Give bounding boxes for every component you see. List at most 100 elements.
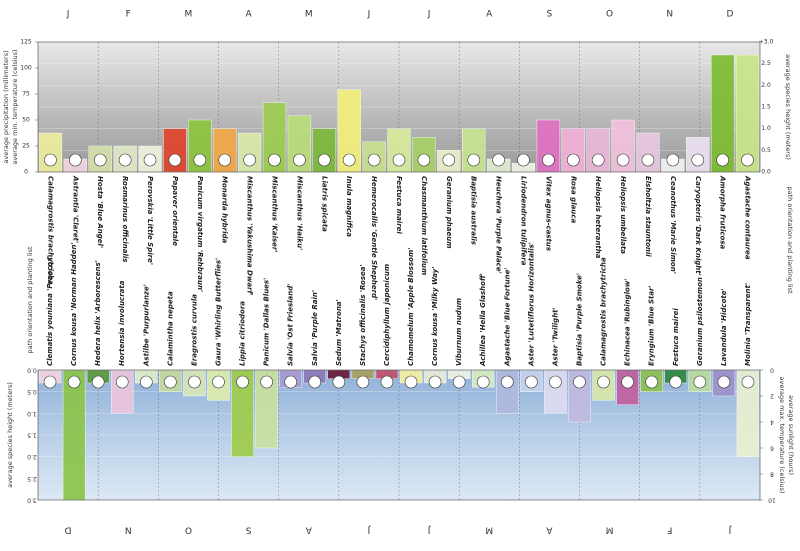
month-label: N — [666, 10, 673, 20]
month-label: A — [486, 10, 493, 20]
month-label: A — [245, 10, 252, 20]
species-name: Monarda hybrida — [221, 176, 229, 244]
species-name: Salvia 'Ost Friesland' — [287, 284, 295, 366]
y2-tick-label: 25 — [22, 143, 30, 150]
y2-tick-label: 50 — [22, 117, 30, 124]
height-tick-label: 0.0 — [27, 367, 37, 374]
species-icon — [236, 375, 249, 389]
species-name: Eragrostis curvula — [190, 294, 198, 366]
species-icon — [392, 153, 406, 167]
species-icon — [43, 375, 57, 389]
species-icon — [260, 375, 273, 389]
species-icon — [67, 375, 81, 389]
height-tick-label: 0.5 — [27, 388, 37, 395]
species-icon — [140, 375, 153, 389]
y2-tick-label: 10 — [768, 497, 776, 504]
species-icon — [44, 153, 57, 167]
y2-tick-label: 0 — [770, 367, 774, 374]
height-tick-label: +3.0 — [759, 39, 774, 46]
species-icon — [452, 375, 466, 389]
species-icon — [597, 375, 610, 389]
species-icon — [741, 375, 755, 389]
y2-tick-label: 6 — [770, 445, 774, 452]
species-name: Ceanothus 'Marie Simon' — [669, 176, 677, 274]
species-icon — [293, 153, 306, 167]
species-icon — [356, 375, 370, 389]
species-name: Liriodendron tulipifera — [519, 176, 527, 266]
species-name: Amorpha fruticosa — [719, 175, 727, 249]
species-icon — [93, 153, 107, 167]
y2-tick-label: 0 — [24, 169, 28, 176]
y2-tick-label: 8 — [770, 471, 774, 478]
month-label: O — [185, 525, 192, 535]
species-name: Viburnum nudum — [455, 298, 463, 366]
species-name: Cornus kousa 'Norman Hadden' — [70, 242, 78, 366]
species-name: Achillea 'Hella Glashoff' — [479, 273, 487, 367]
species-name: Inula magnifica — [345, 176, 353, 237]
species-icon — [691, 153, 705, 167]
species-icon — [621, 375, 634, 389]
species-name: Cercidiphyllum japonicum — [383, 264, 391, 366]
month-label: J — [427, 10, 431, 20]
y2-axis-label: average max. temperature (celsius) — [778, 376, 786, 493]
species-icon — [566, 153, 580, 167]
species-name: Sedum 'Matrona' — [335, 299, 343, 366]
month-label: F — [667, 525, 672, 535]
species-icon — [193, 153, 207, 167]
month-label: M — [485, 525, 493, 535]
month-label: J — [729, 525, 733, 535]
height-tick-label: 2.0 — [27, 453, 37, 460]
height-tick-label: 2.0 — [761, 82, 771, 89]
month-label: J — [367, 10, 371, 20]
species-icon — [243, 153, 256, 167]
species-name: Baptisia 'Purple Smoke' — [576, 273, 584, 366]
species-name: Astrantia 'Claret' — [71, 175, 79, 243]
height-tick-label: 1.5 — [761, 104, 771, 111]
species-name: Caryopteris 'Dark Knight' — [694, 176, 702, 276]
species-name: Calamintha nepeta — [166, 291, 174, 366]
species-icon — [517, 153, 530, 167]
height-tick-label: 2.5 — [27, 475, 37, 482]
species-icon — [168, 153, 182, 167]
species-icon — [404, 375, 418, 389]
species-name: Calamagrostis brachytricha — [46, 176, 54, 285]
species-icon — [669, 375, 683, 389]
y2-axis-label: average precipitation (millimeters) — [2, 50, 10, 163]
species-name: Gaura 'Whirling Butterflies' — [215, 258, 223, 366]
species-icon — [693, 375, 707, 389]
height-tick-label: 1.5 — [27, 432, 37, 439]
species-name: Aster 'Twilight' — [551, 307, 559, 367]
y2-tick-label: 75 — [22, 91, 30, 98]
species-icon — [164, 375, 177, 389]
month-label: M — [606, 525, 614, 535]
month-label: S — [245, 525, 251, 535]
height-axis-label: average species height (meters) — [6, 382, 14, 488]
species-name: Rosa glauca — [569, 176, 577, 223]
month-label: A — [305, 525, 312, 535]
species-name: Agastache contaurea — [744, 175, 752, 260]
species-name: Liatris spicata — [320, 176, 328, 232]
species-name: Molinia 'Transparent' — [744, 283, 752, 366]
panel-frame — [37, 369, 761, 501]
species-name: Agastache 'Blue Fortune' — [503, 268, 511, 367]
height-tick-label: 2.5 — [761, 60, 771, 67]
species-name: Heuchera 'Purple Palace' — [495, 176, 503, 274]
panel-frame — [37, 41, 761, 173]
species-name: Clematis youniana 'Praecox' — [46, 255, 54, 366]
species-name: Festuca mairei — [672, 308, 680, 366]
species-icon — [268, 153, 281, 167]
month-label: J — [66, 10, 70, 20]
month-label: M — [305, 10, 313, 20]
month-label: J — [368, 525, 372, 535]
species-name: Chasmanthium latifolium — [420, 176, 428, 275]
species-name: Hemerocallis 'Gentle Shepherd' — [370, 176, 378, 300]
species-name: Aster 'Lutetiflorus Horizontalis' — [527, 242, 535, 367]
species-icon — [442, 153, 456, 167]
species-name: Lippia citriodora — [239, 301, 247, 366]
height-tick-label: 0.0 — [761, 169, 771, 176]
species-icon — [143, 153, 157, 167]
species-name: Hedera helix 'Arborescens' — [94, 260, 102, 366]
species-icon — [188, 375, 201, 389]
species-name: Cornus kousa 'Milky Way' — [431, 266, 439, 366]
